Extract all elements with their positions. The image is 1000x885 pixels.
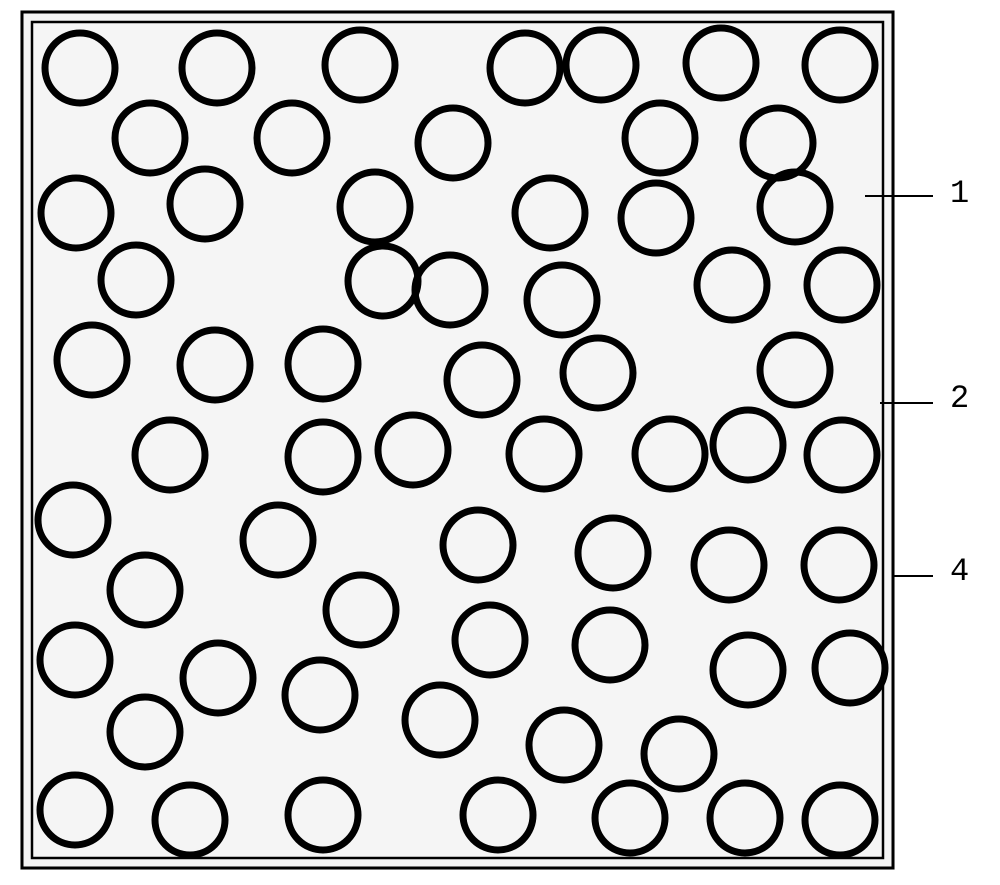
callout-label-4: 4 xyxy=(950,553,969,590)
background xyxy=(20,10,895,870)
leader-line-4 xyxy=(893,575,933,577)
callout-label-2: 2 xyxy=(950,380,969,417)
diagram-svg xyxy=(20,10,895,870)
leader-line-1 xyxy=(865,195,933,197)
diagram-container xyxy=(20,10,895,870)
callout-label-1: 1 xyxy=(950,175,969,212)
leader-line-2 xyxy=(880,402,933,404)
